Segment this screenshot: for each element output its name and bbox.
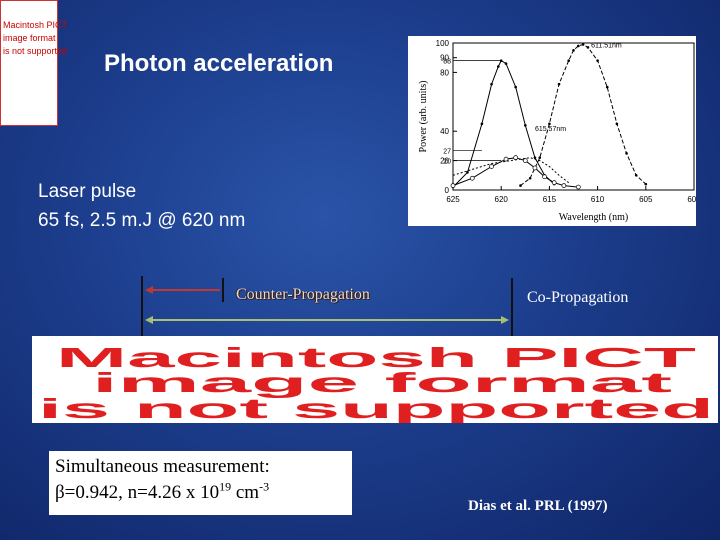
sim-line-2: β=0.942, n=4.26 x 1019 cm-3	[55, 480, 352, 506]
counter-arrow-head	[145, 286, 153, 294]
y-tick-label: 80	[440, 68, 449, 77]
reference-label: 20	[443, 159, 451, 166]
co-arrow-head-left	[145, 316, 153, 324]
x-tick-label: 620	[495, 195, 509, 204]
series-point	[548, 122, 551, 126]
series-point	[522, 158, 528, 163]
series-point	[538, 156, 542, 159]
series-point	[561, 183, 567, 188]
series-line	[452, 59, 555, 188]
pict-placeholder-banner: Macintosh PICT image format is not suppo…	[32, 336, 718, 424]
series-point	[533, 156, 537, 159]
co-arrow-head-right	[501, 316, 509, 324]
sim-unit: cm	[231, 482, 260, 503]
series-point	[575, 184, 581, 190]
series-line	[520, 43, 647, 186]
series-point	[490, 82, 493, 86]
y-tick-label: 100	[436, 39, 450, 48]
series-point	[450, 183, 456, 188]
x-axis-label: Wavelength (nm)	[559, 212, 628, 223]
series-point	[596, 59, 599, 62]
series-point	[586, 46, 590, 49]
series-point	[577, 44, 580, 48]
pict-banner-line: image format	[92, 367, 672, 398]
series-point	[504, 62, 508, 65]
series-point	[499, 59, 503, 62]
slide-title: Photon acceleration	[104, 50, 334, 77]
x-tick-label: 600	[687, 195, 696, 204]
series-point	[524, 124, 527, 127]
x-tick-label: 610	[591, 195, 605, 204]
series-point	[528, 176, 532, 180]
sim-line-1: Simultaneous measurement:	[55, 456, 270, 477]
sim-exponent-19: 19	[219, 479, 232, 494]
laser-line-2: 65 fs, 2.5 m.J @ 620 nm	[38, 210, 246, 231]
x-tick-label: 625	[446, 195, 460, 204]
series-point	[551, 180, 557, 185]
series-point	[542, 174, 547, 180]
series-point	[634, 174, 638, 177]
plot-frame	[452, 42, 695, 191]
pict-small-line: is not supported	[3, 46, 68, 56]
series-point	[466, 171, 469, 174]
reference-label: 27	[443, 148, 451, 155]
series-point	[519, 184, 522, 187]
simultaneous-measurement-box: Simultaneous measurement: β=0.942, n=4.2…	[49, 451, 352, 515]
series-point	[532, 165, 538, 171]
y-tick-label: 90	[440, 54, 449, 63]
sim-exponent-minus3: -3	[259, 479, 270, 494]
y-axis-label: Power (arb. units)	[418, 81, 429, 153]
series-point	[480, 122, 484, 126]
citation: Dias et al. PRL (1997)	[468, 498, 608, 514]
pict-banner-line: Macintosh PICT	[56, 342, 696, 373]
pict-small-line: Macintosh PICT	[3, 20, 68, 30]
laser-line-1: Laser pulse	[38, 181, 137, 202]
series-point	[567, 59, 570, 62]
series-point	[514, 85, 517, 89]
series-point	[469, 175, 475, 181]
spectrum-chart-svg: 625620615610605600100908040200882720611.…	[418, 39, 701, 223]
series-point	[644, 182, 648, 186]
series-point	[605, 85, 609, 89]
counter-propagation-label: Counter-Propagation	[236, 286, 370, 303]
pict-placeholder-small: Macintosh PICT image format is not suppo…	[0, 0, 68, 126]
reference-label: 88	[443, 59, 451, 66]
y-tick-label: 40	[440, 127, 449, 136]
series-point	[503, 156, 509, 162]
annotation: 615.57nm	[535, 126, 566, 133]
x-tick-label: 605	[639, 195, 653, 204]
pict-banner-svg: Macintosh PICT image format is not suppo…	[38, 342, 714, 424]
series-point	[572, 49, 575, 52]
series-point	[625, 151, 628, 155]
y-tick-label: 20	[440, 157, 449, 166]
spectrum-chart: 625620615610605600100908040200882720611.…	[408, 36, 701, 226]
co-propagation-label: Co-Propagation	[527, 289, 629, 306]
x-tick-label: 615	[543, 195, 557, 204]
series-point	[557, 82, 561, 86]
pict-banner-line: is not supported	[38, 393, 714, 423]
series-point	[497, 65, 500, 68]
series-point	[615, 122, 619, 126]
annotation: 611.51nm	[591, 42, 622, 49]
pict-small-line: image format	[3, 33, 56, 43]
sim-values: β=0.942, n=4.26 x 10	[55, 482, 220, 503]
y-tick-label: 0	[445, 186, 450, 195]
series-point	[581, 43, 585, 46]
series-point	[489, 164, 494, 169]
